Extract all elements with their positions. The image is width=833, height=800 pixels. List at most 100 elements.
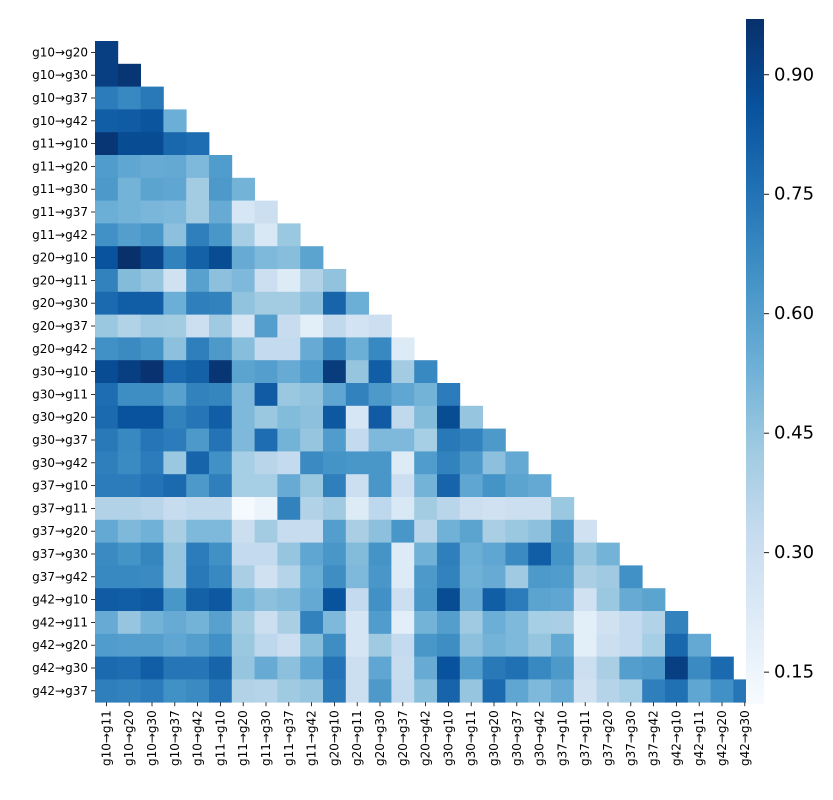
heatmap-cell — [573, 611, 597, 635]
heatmap-cell — [163, 383, 187, 407]
heatmap-cell — [414, 611, 438, 635]
heatmap-cell — [573, 565, 597, 589]
heatmap-cell — [254, 223, 278, 247]
heatmap-cell — [368, 565, 392, 589]
column-label: g37→g10 — [555, 710, 569, 766]
heatmap-cell — [551, 656, 575, 680]
row-label: g20→g42 — [32, 342, 88, 356]
heatmap-cell — [95, 337, 119, 361]
heatmap-cell — [482, 633, 506, 657]
heatmap-cell — [391, 451, 415, 475]
heatmap-cell — [551, 611, 575, 635]
heatmap-cell — [414, 451, 438, 475]
heatmap-cell — [117, 451, 141, 475]
heatmap-cell — [95, 223, 119, 247]
heatmap-cell — [277, 314, 301, 338]
heatmap-cell — [414, 405, 438, 429]
heatmap-cell — [163, 223, 187, 247]
heatmap-cell — [163, 451, 187, 475]
heatmap-cell — [186, 360, 210, 384]
heatmap-cell — [551, 679, 575, 703]
heatmap-cell — [95, 86, 119, 110]
heatmap-cell — [277, 291, 301, 315]
heatmap-cell — [231, 519, 255, 543]
heatmap-cell — [186, 542, 210, 566]
heatmap-cell — [345, 519, 369, 543]
heatmap-cell — [209, 588, 233, 612]
heatmap-cell — [345, 337, 369, 361]
row-label: g20→g10 — [32, 251, 88, 265]
heatmap-cell — [163, 633, 187, 657]
heatmap-cell — [482, 679, 506, 703]
heatmap-cell — [505, 656, 529, 680]
heatmap-cell — [459, 656, 483, 680]
heatmap-cell — [551, 565, 575, 589]
heatmap-cell — [186, 269, 210, 293]
heatmap-cell — [368, 611, 392, 635]
heatmap-cell — [505, 542, 529, 566]
heatmap-cell — [277, 497, 301, 521]
heatmap-cell — [323, 428, 347, 452]
heatmap-cell — [209, 497, 233, 521]
heatmap-cell — [254, 383, 278, 407]
heatmap-cell — [414, 519, 438, 543]
heatmap-cell — [437, 542, 461, 566]
heatmap-cell — [505, 519, 529, 543]
heatmap-cell — [231, 223, 255, 247]
heatmap-cell — [231, 314, 255, 338]
heatmap-cell — [163, 542, 187, 566]
heatmap-cell — [687, 679, 711, 703]
heatmap-cell — [140, 109, 164, 133]
heatmap-cell — [391, 383, 415, 407]
heatmap-cell — [323, 611, 347, 635]
heatmap-cell — [345, 360, 369, 384]
heatmap-cell — [277, 611, 301, 635]
heatmap-cell — [186, 519, 210, 543]
heatmap-cell — [391, 611, 415, 635]
heatmap-cell — [687, 656, 711, 680]
heatmap-cell — [368, 519, 392, 543]
heatmap-cell — [163, 155, 187, 179]
heatmap-cell — [482, 474, 506, 498]
heatmap-cell — [163, 405, 187, 429]
heatmap-cell — [186, 383, 210, 407]
heatmap-cell — [231, 291, 255, 315]
heatmap-cell — [117, 86, 141, 110]
heatmap-cell — [163, 269, 187, 293]
column-label: g42→g20 — [715, 710, 729, 766]
heatmap-cell — [345, 383, 369, 407]
row-label: g11→g42 — [32, 228, 88, 242]
heatmap-cell — [368, 451, 392, 475]
heatmap-cell — [505, 633, 529, 657]
heatmap-cell — [414, 656, 438, 680]
heatmap-cell — [414, 588, 438, 612]
heatmap-cell — [231, 337, 255, 361]
heatmap-cell — [414, 360, 438, 384]
colorbar-tick-label: 0.45 — [774, 423, 814, 444]
heatmap-cell — [163, 497, 187, 521]
heatmap-cell — [95, 405, 119, 429]
heatmap-cell — [140, 132, 164, 156]
row-label: g11→g37 — [32, 205, 88, 219]
heatmap-cell — [323, 656, 347, 680]
heatmap-cell — [186, 200, 210, 224]
column-label: g20→g42 — [419, 710, 433, 766]
heatmap-cell — [323, 337, 347, 361]
heatmap-cell — [254, 542, 278, 566]
heatmap-cell — [300, 314, 324, 338]
heatmap-cell — [596, 656, 620, 680]
heatmap-cell — [300, 246, 324, 270]
heatmap-cell — [186, 565, 210, 589]
heatmap-cell — [140, 588, 164, 612]
column-label: g10→g37 — [168, 710, 182, 766]
heatmap-cell — [254, 291, 278, 315]
heatmap-cell — [277, 383, 301, 407]
heatmap-cell — [117, 565, 141, 589]
heatmap-cell — [459, 497, 483, 521]
heatmap-cell — [323, 383, 347, 407]
heatmap-cell — [528, 519, 552, 543]
heatmap-cell — [414, 474, 438, 498]
heatmap-cell — [95, 41, 119, 65]
heatmap-cell — [482, 565, 506, 589]
heatmap-cell — [414, 428, 438, 452]
